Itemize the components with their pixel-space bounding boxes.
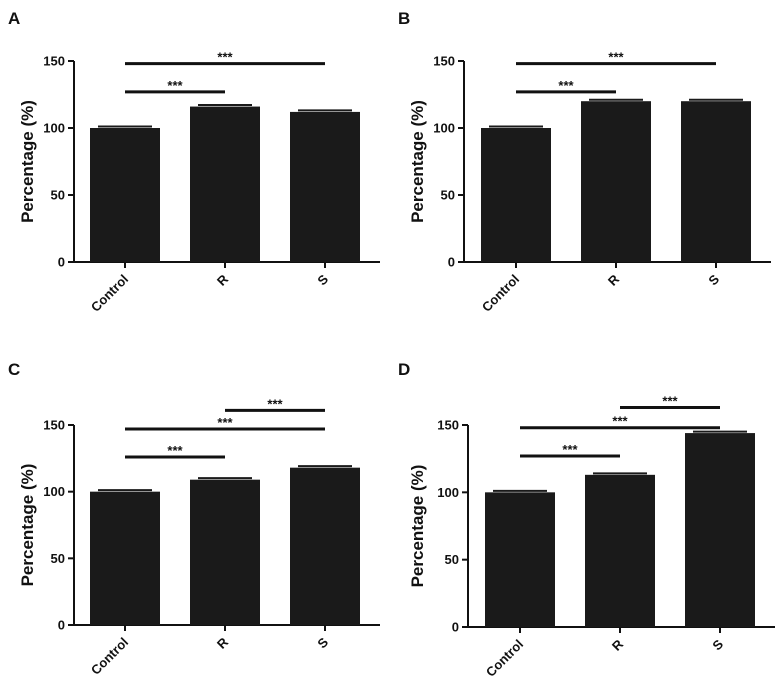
y-tick-label: 50 xyxy=(51,551,65,566)
x-tick-label: R xyxy=(214,271,232,289)
bar-r xyxy=(190,106,260,262)
chart-panel-c: C Percentage (%) 0 50 100 150 Control R S *** *** *… xyxy=(8,360,380,678)
significance-stars: *** xyxy=(562,442,578,457)
significance-stars: *** xyxy=(662,393,678,408)
x-tick-label: Control xyxy=(88,272,131,315)
y-axis-label: Percentage (%) xyxy=(18,464,37,587)
y-tick-label: 100 xyxy=(43,121,65,136)
panel-letter: A xyxy=(8,9,20,28)
y-tick-label: 150 xyxy=(43,418,65,433)
y-tick-label: 100 xyxy=(433,121,455,136)
chart-panel-a: A Percentage (%) 0 50 100 150 Control R S *** *** xyxy=(8,9,380,315)
y-tick-label: 0 xyxy=(448,255,455,270)
significance-stars: *** xyxy=(217,415,233,430)
bar-r xyxy=(190,479,260,625)
y-tick-label: 0 xyxy=(58,255,65,270)
x-tick-label: Control xyxy=(479,272,522,315)
significance-stars: *** xyxy=(167,443,183,458)
x-tick-label: Control xyxy=(483,637,526,680)
bar-r xyxy=(585,474,655,627)
bar-s xyxy=(681,101,751,262)
bar-s xyxy=(685,433,755,627)
panel-letter: B xyxy=(398,9,410,28)
chart-panel-b: B Percentage (%) 0 50 100 150 Control R S *** *** xyxy=(398,9,771,315)
x-tick-label: S xyxy=(314,634,331,651)
x-tick-label: R xyxy=(214,634,232,652)
bar-control xyxy=(485,492,555,627)
x-tick-label: R xyxy=(609,636,627,654)
y-tick-label: 100 xyxy=(43,484,65,499)
significance-stars: *** xyxy=(217,50,233,65)
y-tick-label: 150 xyxy=(43,54,65,69)
y-tick-label: 100 xyxy=(437,485,459,500)
chart-panel-d: D Percentage (%) 0 50 100 150 Control R S *** *** *… xyxy=(398,360,775,680)
bar-s xyxy=(290,111,360,262)
significance-stars: *** xyxy=(612,414,628,429)
bar-s xyxy=(290,467,360,625)
x-tick-label: R xyxy=(605,271,623,289)
x-tick-label: S xyxy=(709,636,726,653)
panel-letter: D xyxy=(398,360,410,379)
x-tick-label: S xyxy=(705,271,722,288)
y-tick-label: 150 xyxy=(433,54,455,69)
panel-letter: C xyxy=(8,360,20,379)
x-tick-label: Control xyxy=(88,635,131,678)
y-axis-label: Percentage (%) xyxy=(408,100,427,223)
bar-r xyxy=(581,101,651,262)
significance-stars: *** xyxy=(558,78,574,93)
y-tick-label: 50 xyxy=(51,188,65,203)
x-tick-label: S xyxy=(314,271,331,288)
y-tick-label: 50 xyxy=(441,188,455,203)
significance-stars: *** xyxy=(167,78,183,93)
significance-stars: *** xyxy=(267,396,283,411)
bar-control xyxy=(90,491,160,625)
y-axis-label: Percentage (%) xyxy=(408,465,427,588)
bar-control xyxy=(90,128,160,262)
y-tick-label: 150 xyxy=(437,418,459,433)
y-tick-label: 50 xyxy=(445,552,459,567)
significance-stars: *** xyxy=(608,50,624,65)
y-tick-label: 0 xyxy=(58,618,65,633)
y-axis-label: Percentage (%) xyxy=(18,100,37,223)
y-tick-label: 0 xyxy=(452,620,459,635)
bar-control xyxy=(481,128,551,262)
